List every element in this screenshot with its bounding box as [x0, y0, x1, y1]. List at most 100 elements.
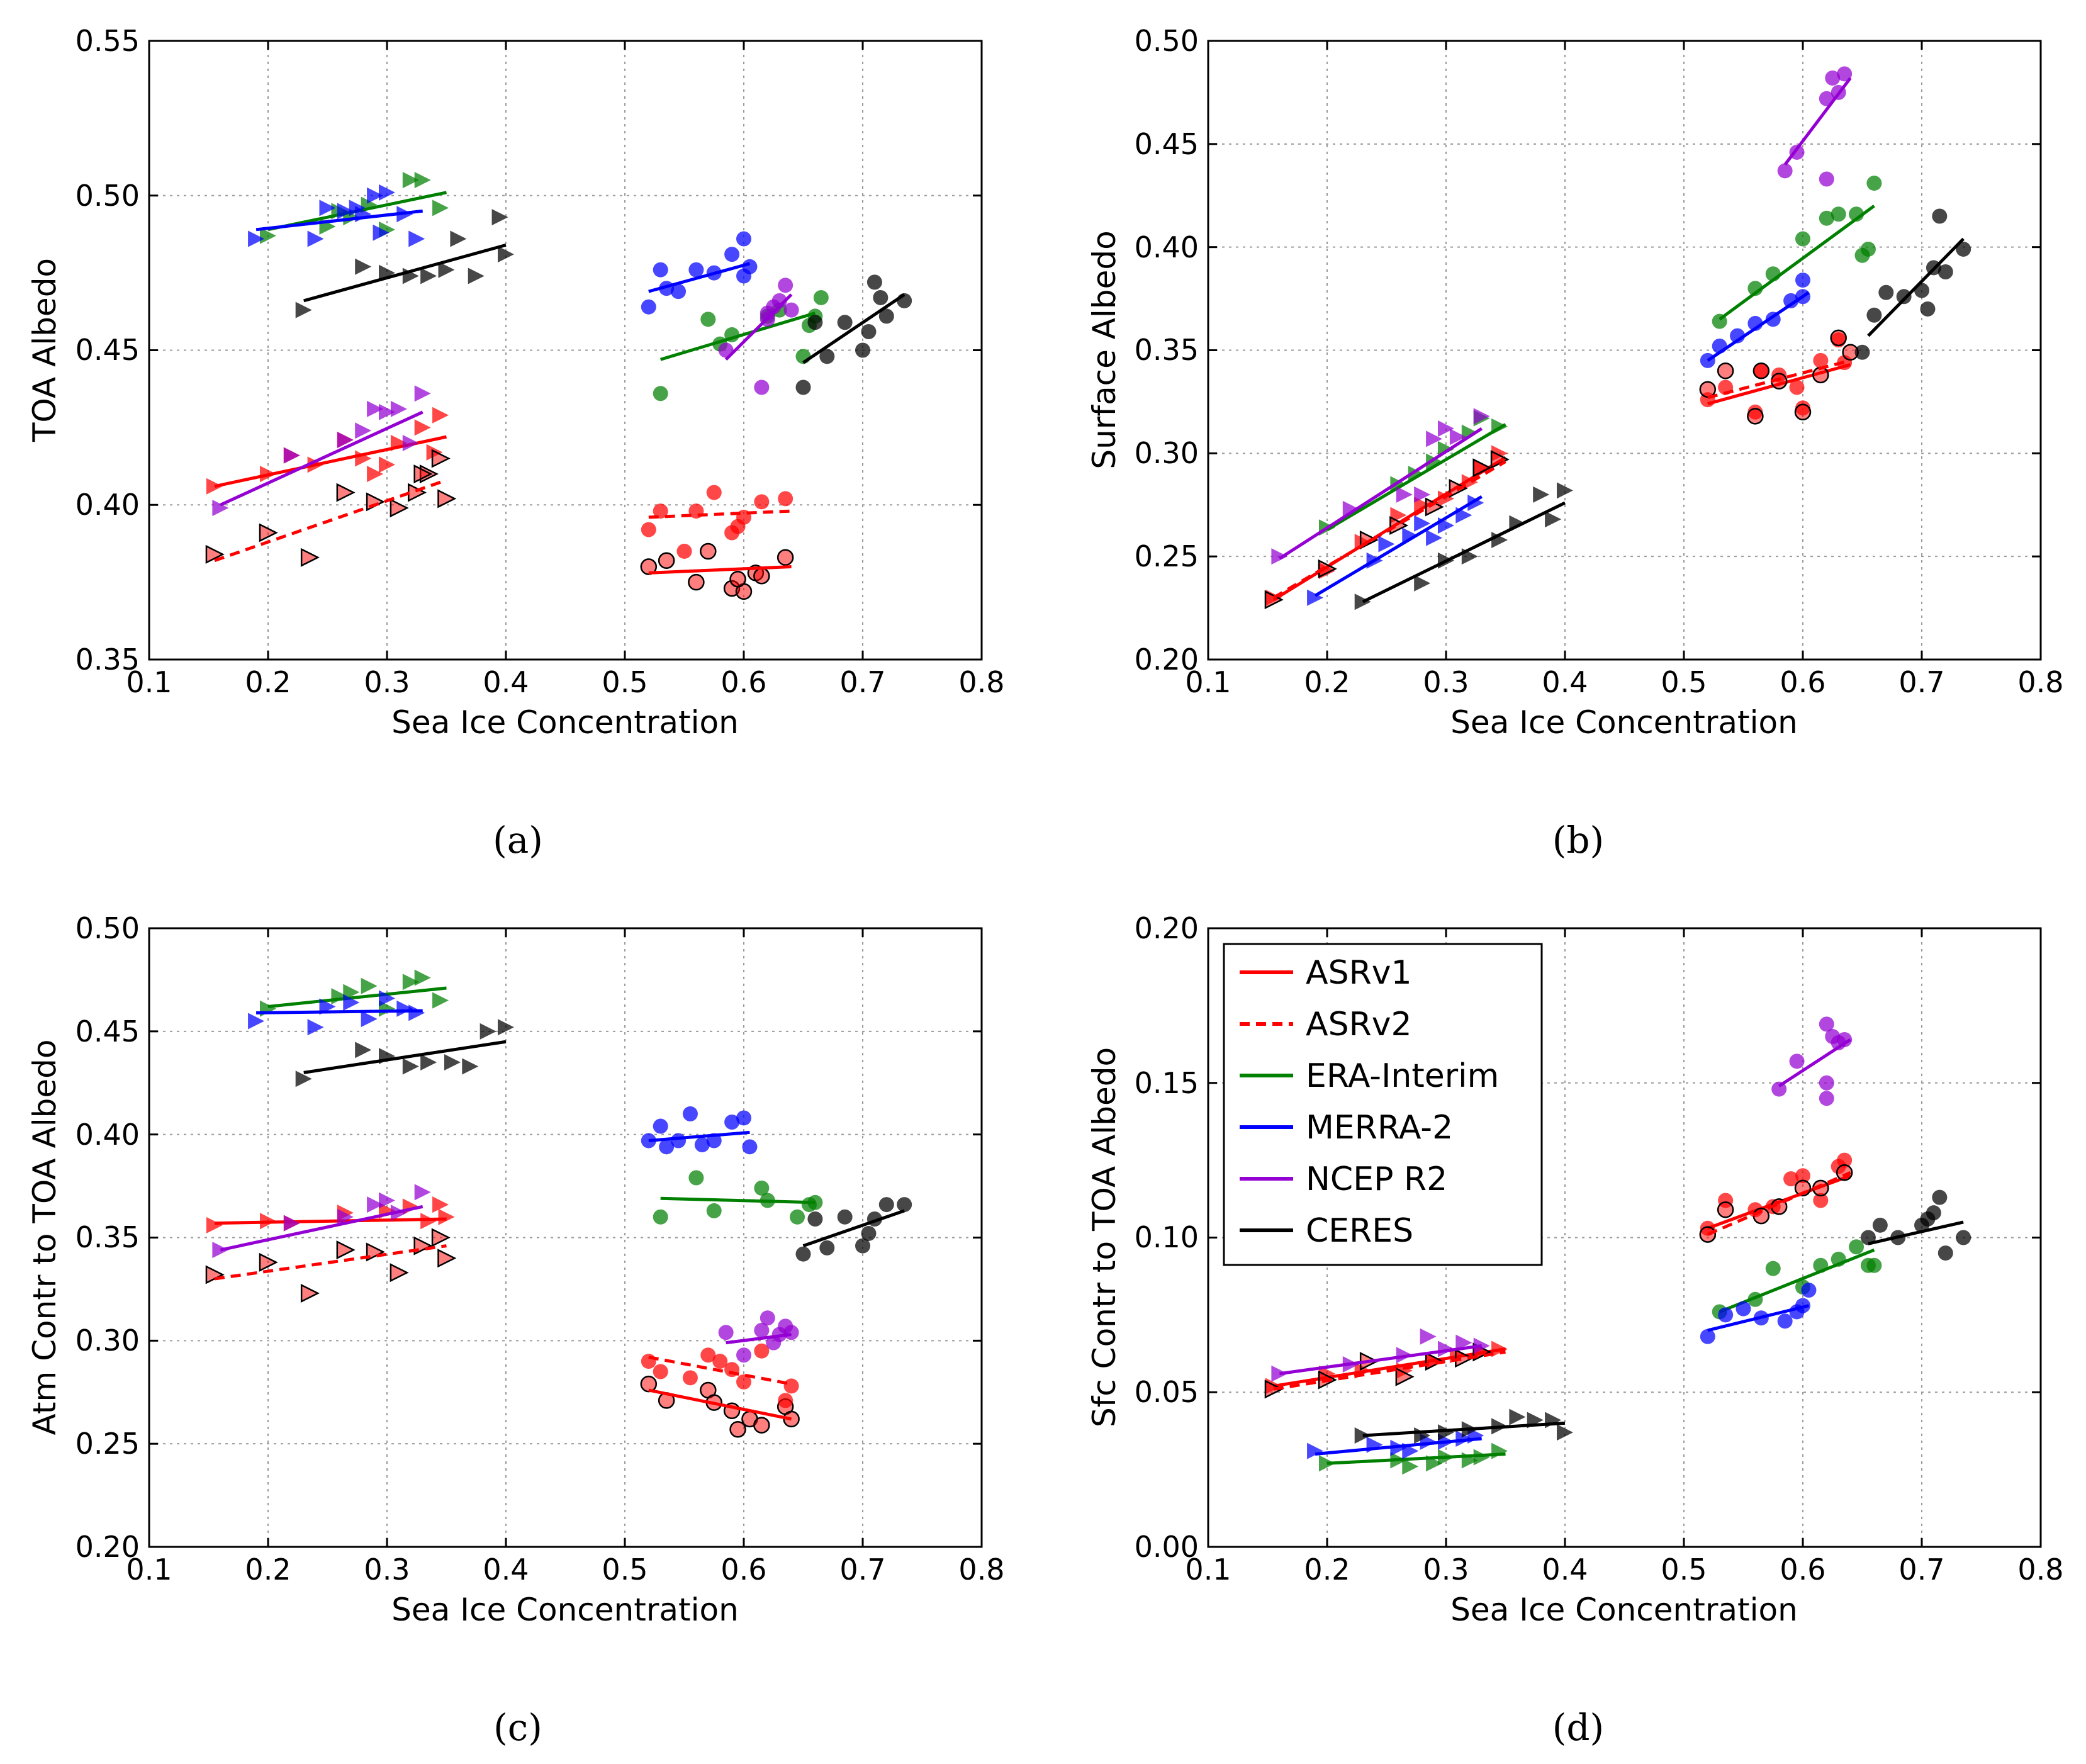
data-point-ncep-r2: [1438, 1340, 1454, 1357]
data-point-era-interim: [688, 1170, 704, 1186]
data-point-ceres: [498, 246, 514, 263]
data-point-asrv2: [1747, 408, 1764, 425]
data-point-era-interim: [343, 984, 360, 1001]
grid-lines: [1208, 40, 2041, 660]
data-point-merra-2: [724, 1115, 740, 1130]
trend-line-era-interim: [659, 312, 816, 361]
panel-caption: (b): [1552, 819, 1604, 862]
y-tick-label: 0.20: [1135, 911, 1199, 945]
data-point-ncep-r2: [1455, 1334, 1472, 1351]
data-point-merra-2: [736, 231, 751, 247]
data-point-ncep-r2: [1789, 1053, 1805, 1069]
data-point-ceres: [1509, 1408, 1526, 1425]
data-point-asrv2: [408, 483, 427, 502]
series-asrv2-circles: [1699, 329, 1859, 425]
trend-line-era-interim: [1719, 205, 1875, 321]
trend-line-ceres: [802, 293, 906, 364]
series-ceres-triangles: [295, 1019, 514, 1087]
trend-line-ceres: [1868, 1220, 1964, 1245]
data-point-asrv1: [729, 1420, 746, 1438]
data-point-ncep-r2: [1837, 1031, 1853, 1047]
data-point-era-interim: [1795, 231, 1810, 247]
data-point-asrv1: [1813, 1193, 1829, 1208]
data-point-asrv1: [367, 466, 384, 483]
data-point-ncep-r2: [337, 432, 354, 449]
data-point-asrv2: [1389, 515, 1409, 536]
data-point-era-interim: [361, 977, 378, 994]
data-point-ceres: [420, 267, 437, 284]
data-point-asrv2: [653, 503, 668, 519]
series-ceres-triangles: [295, 209, 514, 318]
data-point-ceres: [1937, 264, 1953, 279]
data-point-asrv1: [438, 1208, 455, 1225]
trend-line-ncep-r2: [1783, 77, 1852, 166]
data-point-asrv2: [682, 1370, 698, 1386]
data-point-merra-2: [1467, 494, 1484, 511]
data-point-asrv2: [413, 464, 433, 484]
data-point-ceres: [1557, 482, 1573, 499]
y-tick-label: 0.35: [76, 1220, 140, 1254]
data-point-ceres: [795, 1246, 811, 1262]
legend-label-merra-2: MERRA-2: [1306, 1109, 1453, 1147]
data-point-era-interim: [402, 974, 419, 991]
data-point-era-interim: [414, 969, 431, 986]
data-point-asrv1: [1795, 1168, 1810, 1184]
y-tick-label: 0.50: [1135, 24, 1199, 58]
x-tick-label: 0.7: [1898, 1553, 1944, 1587]
data-point-era-interim: [1854, 247, 1870, 263]
series-asrv1-triangles: [1265, 445, 1508, 606]
data-point-ncep-r2: [337, 1208, 354, 1225]
trend-line-ncep-r2: [726, 1333, 792, 1345]
data-point-merra-2: [337, 203, 354, 220]
data-point-ncep-r2: [754, 379, 770, 395]
data-point-ceres: [479, 1023, 496, 1040]
data-point-ncep-r2: [1449, 429, 1466, 446]
data-point-ceres: [420, 1053, 437, 1070]
series-asrv2-triangles: [205, 1228, 457, 1303]
x-tick-label: 0.1: [126, 1553, 172, 1587]
data-point-asrv2: [366, 1242, 385, 1262]
y-tick-label: 0.00: [1135, 1530, 1199, 1564]
data-point-asrv2: [736, 1374, 751, 1390]
data-point-merra-2: [682, 1106, 698, 1121]
data-point-ncep-r2: [1426, 430, 1443, 447]
series-ncep-r2-triangles: [1271, 408, 1490, 565]
trend-line-merra-2: [256, 1009, 423, 1014]
data-point-ceres: [468, 267, 485, 284]
data-point-asrv2: [1717, 1201, 1734, 1218]
trend-line-ceres: [303, 1040, 507, 1074]
data-point-ncep-r2: [1819, 171, 1834, 187]
series-asrv1-circles: [1700, 1152, 1853, 1236]
y-axis-label: Atm Contr to TOA Albedo: [26, 1040, 63, 1435]
data-point-asrv2: [390, 1263, 409, 1283]
y-axis-label: Sfc Contr to TOA Albedo: [1086, 1047, 1123, 1427]
trend-line-ceres: [1867, 237, 1965, 337]
trend-line-asrv2: [1272, 460, 1506, 599]
data-point-asrv2: [205, 544, 225, 564]
data-point-asrv1: [432, 407, 449, 424]
series-ceres-triangles: [1354, 1408, 1573, 1444]
data-point-ncep-r2: [379, 1192, 395, 1209]
trend-line-era-interim: [267, 986, 447, 1008]
panel-c: 0.1 0.2 0.3 0.4 0.5 0.6 0.7 0.8 0.20 0.2…: [26, 911, 1005, 1749]
legend: ASRv1 ASRv2 ERA-Interim MERRA-2 NCEP R2 …: [1223, 943, 1543, 1266]
legend-label-ceres: CERES: [1306, 1212, 1413, 1250]
data-point-merra-2: [1455, 1430, 1472, 1447]
trend-line-ncep-r2: [1778, 1038, 1851, 1087]
data-point-ncep-r2: [390, 400, 407, 417]
data-point-ceres: [1920, 301, 1936, 317]
data-point-ceres: [444, 1053, 461, 1070]
trend-line-asrv2: [214, 1244, 447, 1281]
data-point-asrv2: [390, 498, 409, 518]
data-point-merra-2: [1783, 293, 1799, 308]
data-point-merra-2: [319, 199, 336, 216]
data-point-ncep-r2: [1825, 70, 1841, 86]
data-point-asrv2: [1752, 362, 1770, 379]
series-asrv1-triangles: [206, 407, 449, 495]
data-point-ceres: [1533, 486, 1550, 503]
data-point-asrv2: [1836, 1164, 1853, 1181]
data-point-era-interim: [1765, 1261, 1781, 1276]
data-point-asrv2: [437, 489, 457, 508]
y-tick-label: 0.20: [76, 1530, 140, 1564]
data-point-merra-2: [724, 247, 740, 262]
